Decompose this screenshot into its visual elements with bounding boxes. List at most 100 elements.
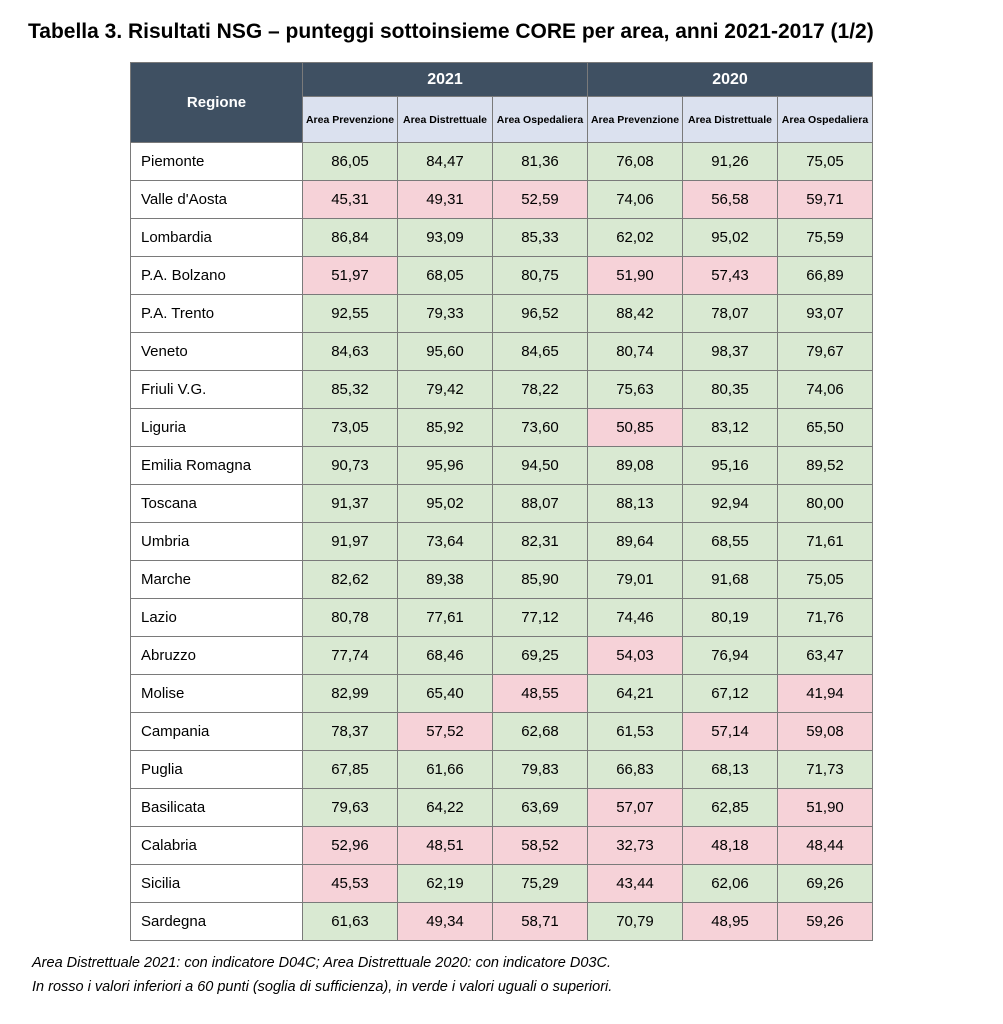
footnote-1: Area Distrettuale 2021: con indicatore D… — [32, 955, 975, 971]
value-cell: 66,89 — [778, 257, 873, 295]
value-cell: 52,96 — [303, 827, 398, 865]
value-cell: 94,50 — [493, 447, 588, 485]
value-cell: 80,74 — [588, 333, 683, 371]
value-cell: 91,68 — [683, 561, 778, 599]
table-row: Sicilia45,5362,1975,2943,4462,0669,26 — [131, 865, 873, 903]
value-cell: 96,52 — [493, 295, 588, 333]
value-cell: 92,55 — [303, 295, 398, 333]
value-cell: 48,95 — [683, 903, 778, 941]
region-cell: Toscana — [131, 485, 303, 523]
value-cell: 76,94 — [683, 637, 778, 675]
value-cell: 62,19 — [398, 865, 493, 903]
value-cell: 74,46 — [588, 599, 683, 637]
value-cell: 48,18 — [683, 827, 778, 865]
table-row: Piemonte86,0584,4781,3676,0891,2675,05 — [131, 143, 873, 181]
value-cell: 80,75 — [493, 257, 588, 295]
value-cell: 88,42 — [588, 295, 683, 333]
table-row: P.A. Trento92,5579,3396,5288,4278,0793,0… — [131, 295, 873, 333]
value-cell: 58,71 — [493, 903, 588, 941]
region-cell: P.A. Bolzano — [131, 257, 303, 295]
value-cell: 89,52 — [778, 447, 873, 485]
sub-header-osp-2020: Area Ospedaliera — [778, 97, 873, 143]
table-body: Piemonte86,0584,4781,3676,0891,2675,05Va… — [131, 143, 873, 941]
value-cell: 74,06 — [588, 181, 683, 219]
value-cell: 65,50 — [778, 409, 873, 447]
value-cell: 80,78 — [303, 599, 398, 637]
value-cell: 73,64 — [398, 523, 493, 561]
value-cell: 88,13 — [588, 485, 683, 523]
value-cell: 48,51 — [398, 827, 493, 865]
table-row: Molise82,9965,4048,5564,2167,1241,94 — [131, 675, 873, 713]
value-cell: 58,52 — [493, 827, 588, 865]
table-row: Toscana91,3795,0288,0788,1392,9480,00 — [131, 485, 873, 523]
table-row: Veneto84,6395,6084,6580,7498,3779,67 — [131, 333, 873, 371]
table-row: Marche82,6289,3885,9079,0191,6875,05 — [131, 561, 873, 599]
sub-header-prev-2021: Area Prevenzione — [303, 97, 398, 143]
value-cell: 76,08 — [588, 143, 683, 181]
value-cell: 48,44 — [778, 827, 873, 865]
table-row: Umbria91,9773,6482,3189,6468,5571,61 — [131, 523, 873, 561]
value-cell: 95,02 — [398, 485, 493, 523]
value-cell: 64,22 — [398, 789, 493, 827]
value-cell: 73,60 — [493, 409, 588, 447]
region-cell: Abruzzo — [131, 637, 303, 675]
table-row: Emilia Romagna90,7395,9694,5089,0895,168… — [131, 447, 873, 485]
value-cell: 81,36 — [493, 143, 588, 181]
region-cell: Molise — [131, 675, 303, 713]
region-cell: Marche — [131, 561, 303, 599]
value-cell: 75,05 — [778, 561, 873, 599]
value-cell: 57,43 — [683, 257, 778, 295]
value-cell: 77,12 — [493, 599, 588, 637]
value-cell: 79,63 — [303, 789, 398, 827]
nsg-table: Regione 2021 2020 Area Prevenzione Area … — [130, 62, 873, 941]
value-cell: 68,05 — [398, 257, 493, 295]
value-cell: 83,12 — [683, 409, 778, 447]
value-cell: 79,83 — [493, 751, 588, 789]
value-cell: 93,09 — [398, 219, 493, 257]
value-cell: 86,84 — [303, 219, 398, 257]
value-cell: 64,21 — [588, 675, 683, 713]
value-cell: 86,05 — [303, 143, 398, 181]
table-row: P.A. Bolzano51,9768,0580,7551,9057,4366,… — [131, 257, 873, 295]
value-cell: 78,22 — [493, 371, 588, 409]
region-cell: Veneto — [131, 333, 303, 371]
footnotes: Area Distrettuale 2021: con indicatore D… — [32, 955, 975, 995]
value-cell: 67,85 — [303, 751, 398, 789]
value-cell: 62,02 — [588, 219, 683, 257]
value-cell: 85,92 — [398, 409, 493, 447]
sub-header-dist-2021: Area Distrettuale — [398, 97, 493, 143]
value-cell: 92,94 — [683, 485, 778, 523]
value-cell: 75,59 — [778, 219, 873, 257]
value-cell: 54,03 — [588, 637, 683, 675]
value-cell: 69,25 — [493, 637, 588, 675]
region-cell: Umbria — [131, 523, 303, 561]
value-cell: 75,63 — [588, 371, 683, 409]
value-cell: 66,83 — [588, 751, 683, 789]
value-cell: 61,53 — [588, 713, 683, 751]
value-cell: 77,61 — [398, 599, 493, 637]
value-cell: 93,07 — [778, 295, 873, 333]
value-cell: 79,42 — [398, 371, 493, 409]
value-cell: 70,79 — [588, 903, 683, 941]
value-cell: 69,26 — [778, 865, 873, 903]
region-cell: Sicilia — [131, 865, 303, 903]
value-cell: 85,33 — [493, 219, 588, 257]
value-cell: 51,90 — [588, 257, 683, 295]
value-cell: 57,14 — [683, 713, 778, 751]
value-cell: 41,94 — [778, 675, 873, 713]
table-row: Campania78,3757,5262,6861,5357,1459,08 — [131, 713, 873, 751]
value-cell: 91,97 — [303, 523, 398, 561]
value-cell: 61,63 — [303, 903, 398, 941]
value-cell: 82,31 — [493, 523, 588, 561]
region-cell: Puglia — [131, 751, 303, 789]
value-cell: 62,68 — [493, 713, 588, 751]
sub-header-dist-2020: Area Distrettuale — [683, 97, 778, 143]
col-header-regione: Regione — [131, 63, 303, 143]
value-cell: 95,96 — [398, 447, 493, 485]
region-cell: Lombardia — [131, 219, 303, 257]
region-cell: Sardegna — [131, 903, 303, 941]
value-cell: 75,29 — [493, 865, 588, 903]
value-cell: 67,12 — [683, 675, 778, 713]
table-row: Lazio80,7877,6177,1274,4680,1971,76 — [131, 599, 873, 637]
value-cell: 91,37 — [303, 485, 398, 523]
